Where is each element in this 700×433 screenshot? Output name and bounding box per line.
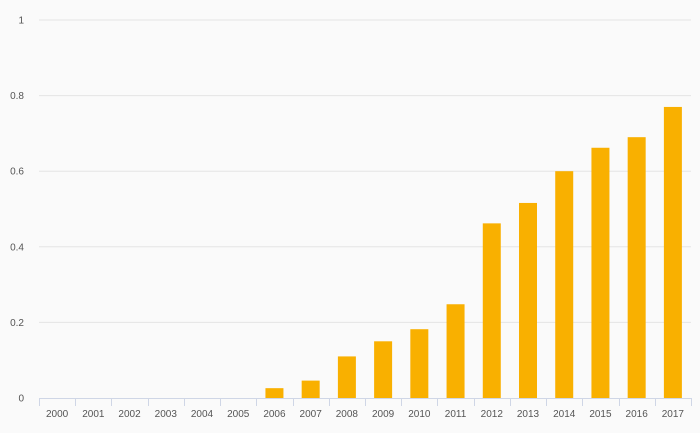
- y-tick-label: 0.6: [10, 167, 24, 178]
- x-tick-label: 2015: [589, 409, 612, 420]
- bar-2013: [519, 202, 537, 398]
- x-tick-label: 2006: [263, 409, 286, 420]
- x-tick-label: 2008: [336, 409, 359, 420]
- x-tick-label: 2001: [82, 409, 105, 420]
- bar-2007: [301, 380, 320, 398]
- y-tick-label: 0.2: [10, 318, 24, 329]
- x-tick-label: 2000: [46, 409, 69, 420]
- x-axis: 2000 2001 2002 2003 2004 2005 2006 2007 2008 2009…: [39, 398, 692, 420]
- bar-2008: [337, 356, 356, 398]
- x-tick-label: 2007: [300, 409, 323, 420]
- x-tick-label: 2004: [191, 409, 214, 420]
- gridlines: [39, 19, 691, 323]
- bar-2011: [446, 304, 465, 398]
- bar-2015: [591, 147, 610, 398]
- x-tick-label: 2003: [155, 409, 178, 420]
- x-tick-label: 2009: [372, 409, 395, 420]
- y-tick-label: 0.4: [10, 242, 24, 253]
- y-axis-ticks: 0 0.2 0.4 0.6 0.8 1: [10, 16, 24, 405]
- x-tick-label: 2010: [408, 409, 431, 420]
- y-tick-label: 1: [18, 16, 24, 27]
- bar-2016: [627, 137, 646, 398]
- x-tick-label: 2017: [662, 409, 685, 420]
- x-tick-label: 2002: [118, 409, 141, 420]
- x-tick-label: 2016: [626, 409, 649, 420]
- bar-2009: [374, 341, 393, 398]
- bar-2006: [265, 388, 284, 398]
- x-tick-label: 2013: [517, 409, 540, 420]
- bar-2017: [663, 106, 682, 398]
- bar-2012: [482, 223, 501, 398]
- x-tick-label: 2014: [553, 409, 576, 420]
- y-tick-label: 0: [18, 394, 24, 405]
- bars: [265, 106, 682, 398]
- y-tick-label: 0.8: [10, 91, 24, 102]
- x-tick-label: 2012: [481, 409, 504, 420]
- x-tick-label: 2005: [227, 409, 250, 420]
- bar-2014: [555, 171, 574, 398]
- bar-2010: [410, 329, 429, 398]
- x-tick-label: 2011: [445, 409, 467, 420]
